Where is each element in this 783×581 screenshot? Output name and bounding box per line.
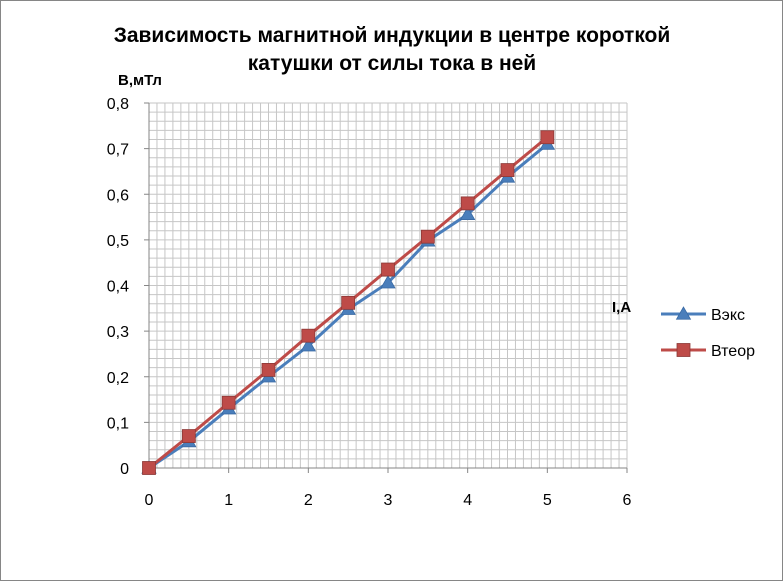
legend: Вэкс Втеор [661,306,755,360]
y-tick-label: 0,1 [107,415,129,432]
y-tick-label: 0 [120,461,129,478]
x-tick-label: 4 [463,492,472,509]
grid-lines [148,102,628,469]
y-tick-label: 0,5 [107,233,129,250]
data-point-square [301,328,316,343]
x-tick-label: 6 [623,492,632,509]
x-tick-label: 0 [145,492,154,509]
y-tick-label: 0,8 [107,96,129,113]
chart-title-line2: катушки от силы тока в ней [248,52,536,75]
x-tick-label: 1 [224,492,233,509]
series-group [141,130,556,475]
data-point-square [261,363,276,377]
x-tick-label: 2 [304,492,313,509]
data-point-square [341,295,356,310]
legend-label: Втеор [711,343,755,360]
y-tick-label: 0,6 [107,187,129,204]
data-point-square [221,395,236,410]
data-point-square [540,130,555,145]
data-point-triangle [675,306,692,320]
data-point-square [420,229,435,244]
axes [144,102,628,473]
data-point-square [142,461,156,475]
legend-item: Втеор [661,343,755,360]
data-point-square [460,196,475,211]
data-point-square [676,343,691,357]
x-tick-label: 3 [384,492,393,509]
data-point-square [381,262,395,277]
series-square [142,130,555,475]
x-tick-labels: 0 1 2 3 4 5 6 [145,492,632,509]
data-point-triangle [300,337,317,352]
legend-item: Вэкс [661,306,745,324]
x-axis-label: I,A [612,299,631,316]
y-tick-label: 0,3 [107,324,129,341]
data-point-triangle [459,206,476,220]
y-tick-label: 0,2 [107,370,129,387]
data-point-triangle [380,274,396,289]
y-tick-label: 0,4 [107,279,129,296]
y-tick-labels: 0 0,1 0,2 0,3 0,4 0,5 0,6 0,7 0,8 [107,96,129,478]
y-tick-label: 0,7 [107,142,129,159]
legend-label: Вэкс [711,307,745,324]
data-point-square [500,163,515,177]
x-tick-label: 5 [543,492,552,509]
data-point-square [181,429,196,443]
chart-title-line1: Зависимость магнитной индукции в центре … [114,24,671,47]
y-axis-label: B,мТл [118,72,162,89]
